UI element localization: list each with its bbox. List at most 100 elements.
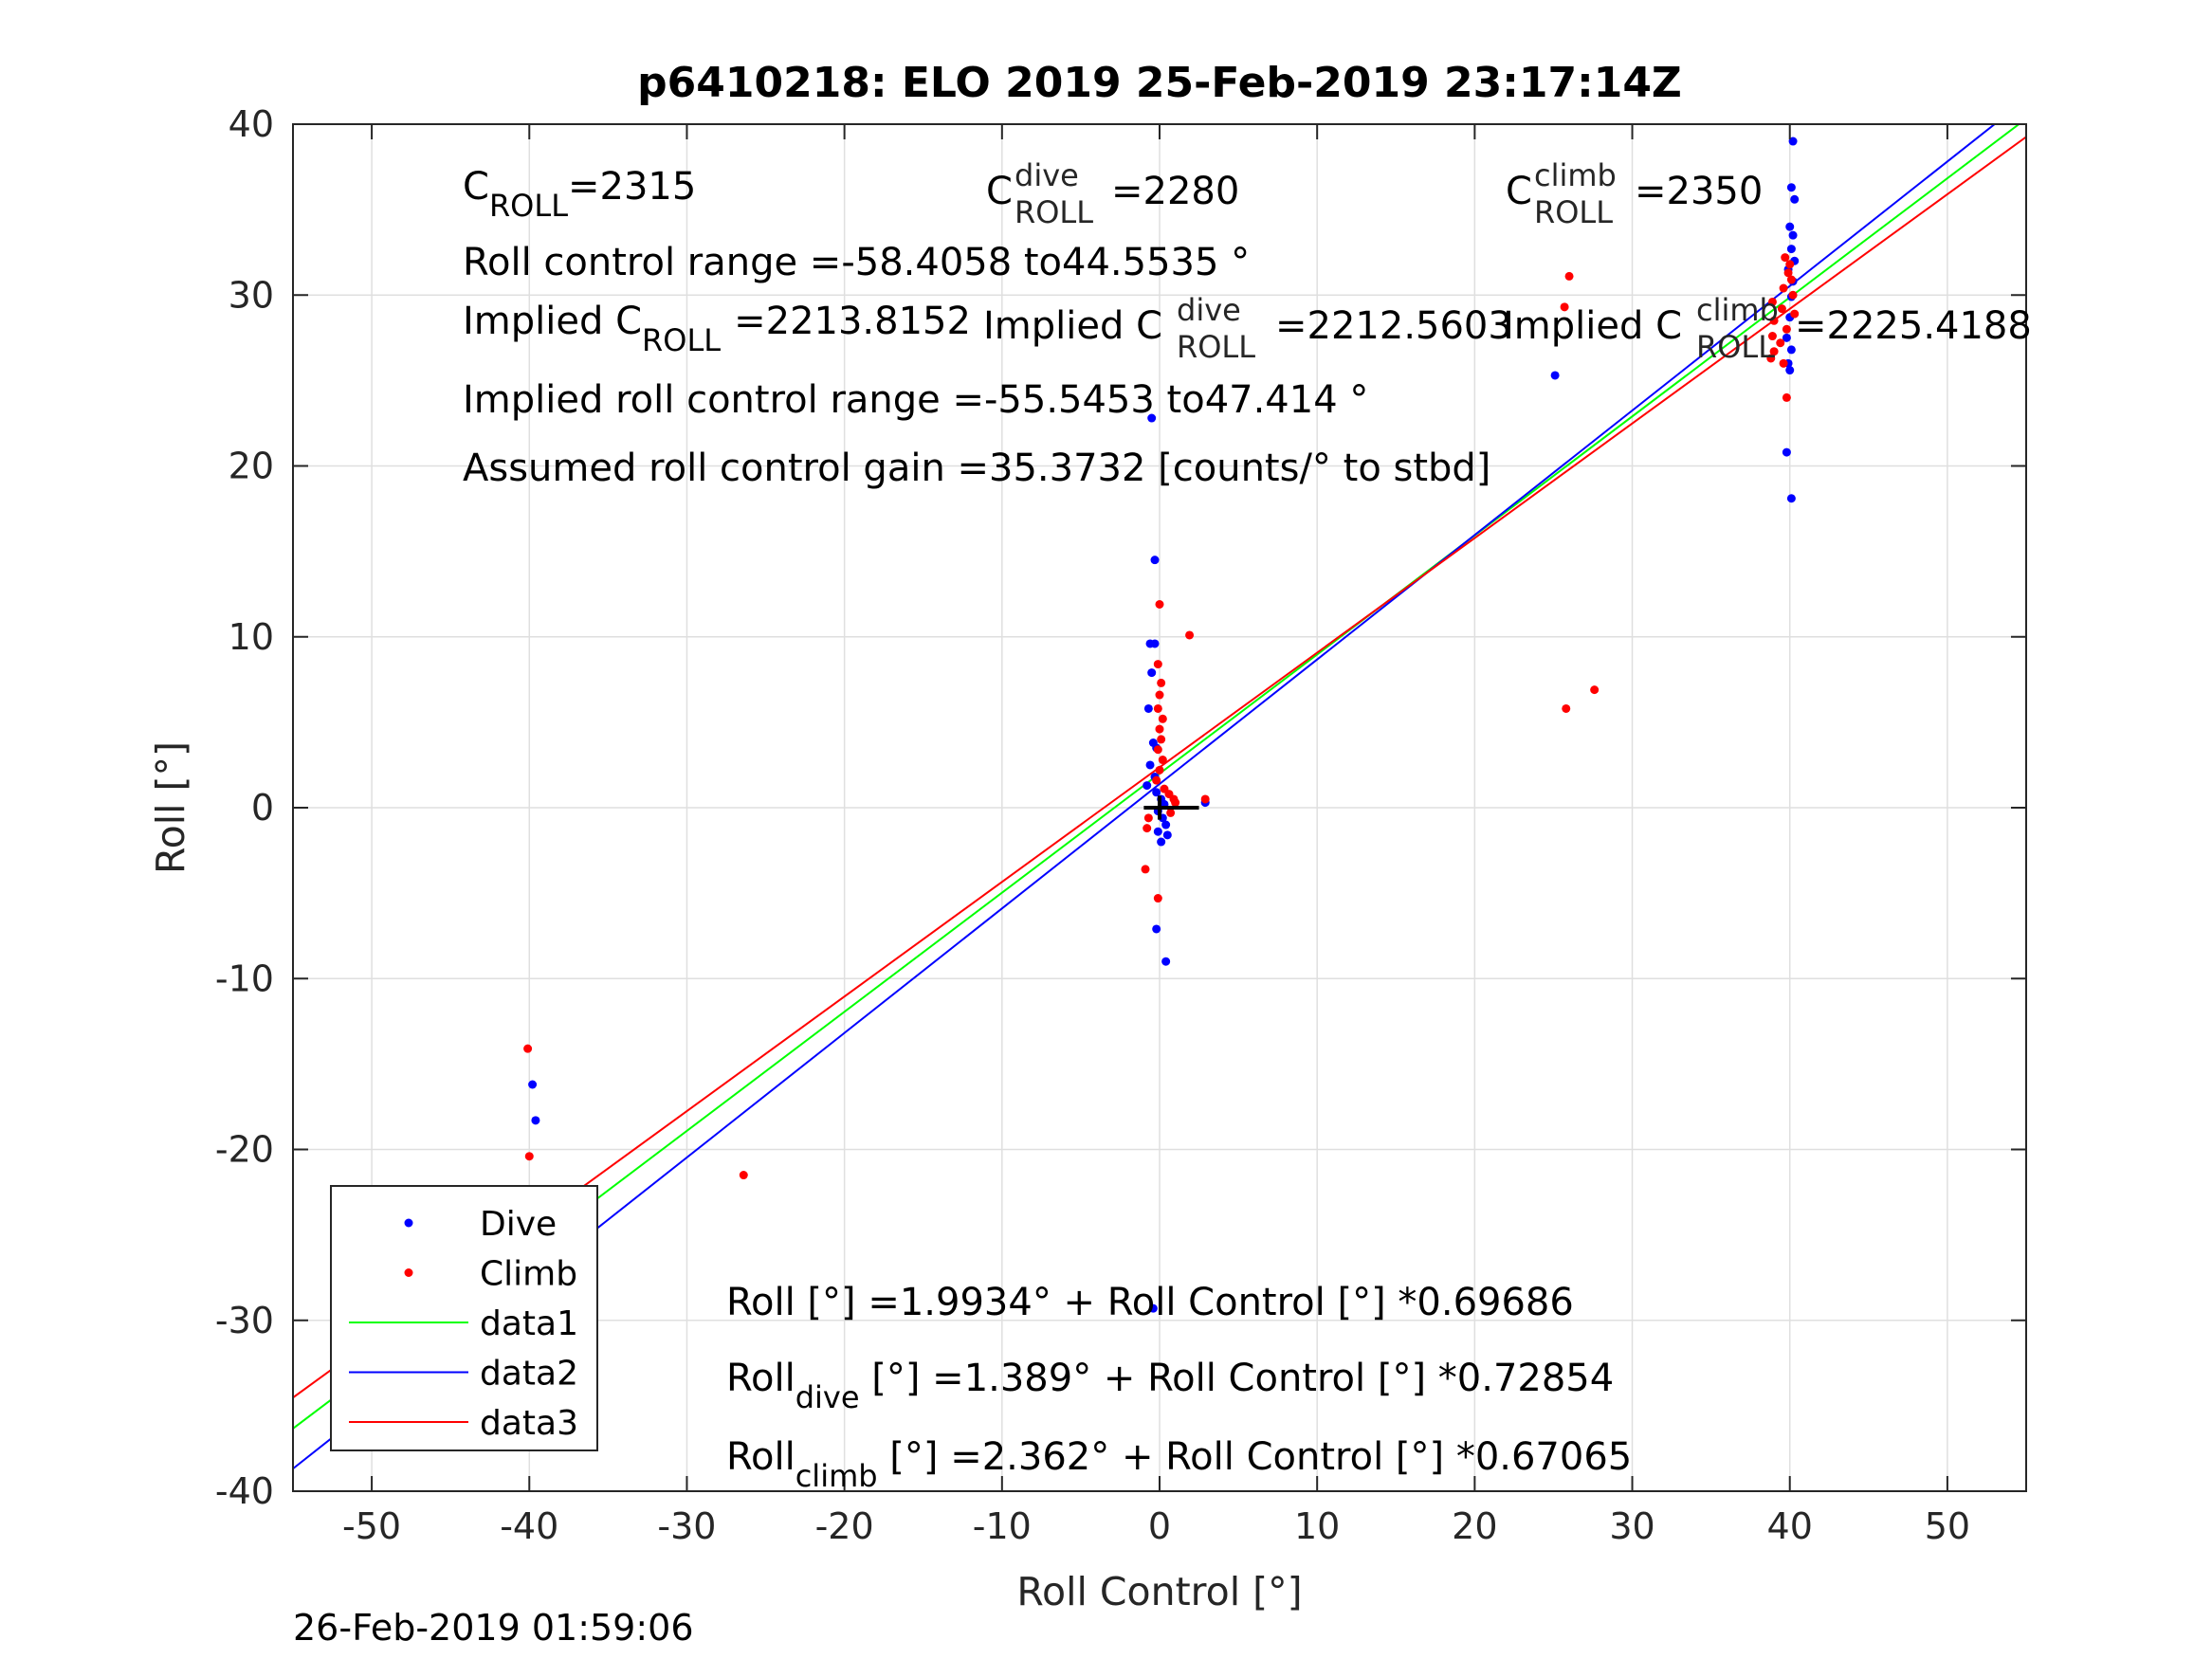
climb-point [1560, 302, 1569, 312]
x-tick-label: -20 [815, 1505, 874, 1547]
annotation-c-roll-climb-sup: climb [1534, 157, 1617, 193]
climb-point [1153, 703, 1162, 713]
legend-items: Dive Climb data1 data2 data3 [349, 1205, 578, 1443]
annotation-c-roll-climb-value: =2350 [1635, 170, 1763, 213]
x-tick-label: -30 [657, 1505, 716, 1547]
annotation-c-roll-dive: C [986, 170, 1013, 213]
annotation-implied-c-roll-climb-sup: climb [1696, 292, 1779, 328]
legend: Dive Climb data1 data2 data3 [330, 1185, 598, 1451]
climb-point [1776, 338, 1785, 348]
climb-point [1157, 735, 1166, 744]
y-tick-label: 40 [229, 103, 274, 145]
annotation-fit-dive: Rolldive [°] =1.389° + Roll Control [°] … [726, 1357, 1614, 1415]
x-tick-label: -10 [973, 1505, 1032, 1547]
dive-point [1788, 230, 1798, 240]
legend-marker-climb [404, 1268, 413, 1277]
dive-point [1790, 194, 1800, 204]
annotation-implied-c-roll-climb-sub: ROLL [1696, 329, 1775, 365]
annotation-fit-all: Roll [°] =1.9934° + Roll Control [°] *0.… [726, 1281, 1574, 1324]
y-tick-label: 20 [229, 446, 274, 487]
climb-point [1155, 600, 1164, 610]
annotation-implied-c-roll: Implied CROLL =2213.8152 [463, 300, 971, 358]
annotation-c-roll-dive-value: =2280 [1111, 170, 1239, 213]
climb-point [1185, 630, 1195, 640]
y-tick-label: -10 [215, 957, 274, 999]
climb-point [1769, 316, 1779, 325]
dive-point [1782, 447, 1791, 457]
y-tick-labels: -40 -30 -20 -10 0 10 20 30 40 [215, 103, 274, 1512]
climb-point [1155, 765, 1164, 775]
x-tick-label: 0 [1148, 1505, 1171, 1547]
dive-point [1147, 668, 1157, 678]
climb-point [1155, 724, 1164, 734]
annotation-implied-c-roll-climb-value: =2225.4188 [1795, 304, 2032, 348]
annotation-implied-range: Implied roll control range =-55.5453 to4… [463, 378, 1368, 422]
climb-point [1153, 745, 1162, 755]
annotation-implied-c-roll-dive-sup: dive [1177, 292, 1241, 328]
climb-point [1143, 813, 1153, 823]
climb-point [1171, 798, 1180, 808]
climb-point [1200, 794, 1210, 804]
dive-point [1157, 837, 1166, 847]
y-tick-label: 30 [229, 274, 274, 316]
climb-point [1766, 354, 1776, 363]
dive-point [1145, 760, 1155, 770]
dive-point [1143, 703, 1153, 713]
dive-point [1786, 345, 1796, 355]
x-tick-label: 50 [1925, 1505, 1970, 1547]
dive-point [1788, 137, 1798, 146]
annotation-c-roll-climb: C [1506, 170, 1532, 213]
legend-marker-dive [404, 1218, 413, 1228]
legend-label-climb: Climb [480, 1255, 577, 1294]
dive-point [1785, 366, 1795, 375]
dive-point [1150, 556, 1160, 565]
dive-point [1152, 788, 1161, 797]
climb-point [1158, 756, 1167, 765]
climb-point [1152, 775, 1161, 785]
climb-point [523, 1044, 533, 1053]
dive-point [1786, 245, 1796, 254]
x-axis-label: Roll Control [°] [1016, 1569, 1302, 1614]
x-tick-labels: -50 -40 -30 -20 -10 0 10 20 30 40 50 [342, 1505, 1970, 1547]
dive-point [1147, 413, 1157, 423]
dive-point [1786, 494, 1796, 503]
annotation-c-roll-climb-sub: ROLL [1534, 194, 1613, 230]
y-tick-label: 0 [251, 787, 274, 829]
climb-point [1785, 260, 1795, 269]
ticks [293, 123, 2026, 1492]
climb-point [1590, 685, 1600, 695]
climb-point [1153, 894, 1162, 903]
climb-point [1158, 714, 1167, 723]
dive-point [1150, 639, 1160, 648]
annotation-implied-c-roll-dive: Implied C [983, 304, 1162, 348]
y-axis-label: Roll [°] [148, 741, 193, 874]
climb-point [1562, 703, 1571, 713]
climb-point [1767, 297, 1777, 306]
annotation-gain: Assumed roll control gain =35.3732 [coun… [463, 447, 1490, 490]
climb-point [1769, 347, 1779, 356]
x-tick-label: 20 [1452, 1505, 1497, 1547]
legend-label-data3: data3 [480, 1404, 578, 1443]
dive-point [1786, 183, 1796, 192]
y-tick-label: -20 [215, 1129, 274, 1171]
y-tick-label: -30 [215, 1300, 274, 1341]
climb-point [1143, 824, 1152, 833]
legend-box [330, 1185, 598, 1451]
legend-label-dive: Dive [480, 1205, 557, 1244]
annotation-c-roll-dive-sub: ROLL [1015, 194, 1093, 230]
origin-crosshair [1143, 795, 1199, 820]
x-tick-label: -50 [342, 1505, 401, 1547]
climb-point [1790, 309, 1800, 319]
annotation-implied-c-roll-dive-value: =2212.5603 [1275, 304, 1512, 348]
dive-point [528, 1080, 538, 1089]
annotation-c-roll: CROLL=2315 [463, 165, 696, 224]
dive-point [1143, 781, 1152, 791]
dive-point [1550, 371, 1560, 380]
climb-point [1783, 268, 1793, 278]
x-tick-label: 40 [1767, 1505, 1813, 1547]
dive-point [1161, 820, 1171, 830]
legend-label-data2: data2 [480, 1355, 578, 1394]
dive-point [1152, 924, 1161, 934]
climb-point [1779, 358, 1788, 368]
dive-point [1782, 333, 1791, 342]
